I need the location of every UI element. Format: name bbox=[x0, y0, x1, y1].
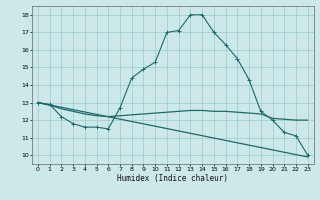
X-axis label: Humidex (Indice chaleur): Humidex (Indice chaleur) bbox=[117, 174, 228, 183]
